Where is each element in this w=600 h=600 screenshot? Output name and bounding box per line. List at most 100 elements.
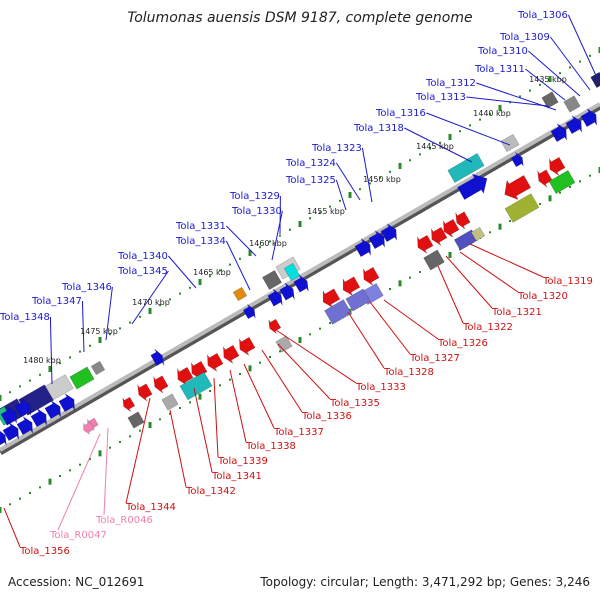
gene-arrow-icon	[268, 318, 282, 334]
minus-gene-label: Tola_1338	[245, 441, 296, 452]
outer-tick-mark	[98, 337, 102, 343]
plus-gene-label: Tola_1310	[477, 46, 528, 57]
gene-arrow-icon	[177, 366, 194, 386]
inner-tick-mark	[129, 435, 131, 438]
outer-tick-mark	[309, 217, 311, 220]
inner-tick-mark	[389, 288, 391, 290]
minus-label-line	[383, 299, 439, 340]
rna-label-line	[57, 433, 101, 531]
plus-gene-label: Tola_1323	[311, 143, 362, 154]
plus-gene-label: Tola_1309	[499, 32, 550, 43]
gene-box-icon	[563, 95, 581, 113]
minus-label-line	[261, 349, 303, 413]
plus-label-line	[105, 286, 113, 341]
gene-arrow-icon	[363, 266, 380, 286]
plus-label-line	[225, 240, 251, 291]
inner-tick-mark	[79, 463, 81, 466]
gene-box-icon	[90, 360, 106, 376]
outer-tick-mark	[409, 159, 411, 162]
kbp-tick-label: 1440 kbp	[473, 109, 511, 118]
minus-label-line	[469, 243, 544, 278]
minus-gene-label: Tola_1335	[329, 398, 380, 409]
outer-tick-mark	[319, 211, 321, 214]
gene-box-icon	[127, 411, 145, 429]
minus-gene-label: Tola_1339	[217, 456, 268, 467]
outer-tick-mark	[489, 112, 491, 115]
outer-tick-mark	[519, 95, 521, 98]
outer-tick-mark	[429, 147, 431, 150]
inner-tick-mark	[69, 469, 71, 472]
gene-box-icon	[500, 133, 520, 153]
inner-tick-mark	[209, 390, 211, 392]
outer-tick-mark	[248, 250, 252, 256]
plus-label-line	[335, 179, 347, 211]
plus-gene-label: Tola_1324	[285, 158, 336, 169]
outer-tick-mark	[39, 373, 41, 376]
outer-tick-mark	[219, 269, 221, 272]
rna-gene-label: Tola_R0047	[49, 530, 107, 541]
plus-gene-label: Tola_1311	[474, 64, 525, 75]
minus-label-line	[275, 329, 357, 384]
plus-gene-label: Tola_1316	[375, 108, 426, 119]
inner-tick-mark	[559, 191, 561, 194]
inner-tick-mark	[0, 507, 2, 513]
outer-tick-mark	[239, 257, 241, 260]
outer-tick-mark	[389, 170, 391, 173]
inner-tick-mark	[259, 361, 261, 364]
outer-tick-mark	[598, 47, 600, 53]
inner-tick-mark	[29, 492, 31, 494]
plus-label-line	[361, 147, 373, 203]
minus-label-line	[437, 265, 464, 324]
topology-text: Topology: circular; Length: 3,471,292 bp…	[259, 575, 590, 589]
inner-tick-mark	[48, 478, 52, 485]
outer-tick-mark	[398, 163, 402, 169]
minus-gene-label: Tola_1328	[383, 367, 434, 378]
gene-arrow-icon	[242, 304, 256, 320]
gene-arrow-icon	[0, 430, 7, 446]
plus-gene-label: Tola_1306	[517, 10, 568, 21]
inner-tick-mark	[498, 223, 502, 230]
plus-label-line	[528, 50, 581, 97]
outer-tick-mark	[139, 315, 141, 318]
inner-tick-mark	[219, 384, 221, 387]
inner-tick-mark	[539, 203, 541, 205]
outer-tick-mark	[479, 118, 481, 121]
rna-gene-label: Tola_R0046	[95, 515, 153, 526]
outer-tick-mark	[279, 234, 281, 237]
outer-tick-mark	[369, 182, 371, 185]
outer-tick-mark	[529, 89, 531, 92]
outer-tick-mark	[69, 356, 71, 359]
minus-label-line	[347, 311, 385, 369]
minus-gene-label: Tola_1337	[273, 427, 324, 438]
outer-tick-mark	[148, 308, 152, 314]
plus-label-line	[81, 300, 85, 353]
plus-gene-label: Tola_1334	[175, 236, 226, 247]
inner-tick-mark	[229, 378, 231, 381]
gene-box-icon	[541, 91, 559, 109]
minus-label-line	[369, 301, 411, 355]
gene-arrow-icon	[223, 344, 240, 364]
inner-tick-mark	[329, 322, 331, 324]
gene-layer	[0, 71, 600, 446]
plus-gene-label: Tola_1318	[353, 123, 404, 134]
outer-tick-mark	[48, 366, 52, 372]
plus-gene-label: Tola_1348	[0, 312, 50, 323]
gene-box-icon	[447, 153, 485, 183]
inner-tick-mark	[579, 180, 581, 183]
gene-arrow-icon	[267, 288, 283, 307]
inner-tick-mark	[269, 356, 271, 358]
gene-box-icon	[470, 226, 486, 242]
plus-gene-label: Tola_1329	[229, 191, 280, 202]
inner-tick-mark	[569, 186, 571, 188]
inner-tick-mark	[309, 333, 311, 336]
inner-tick-mark	[509, 220, 511, 222]
inner-tick-mark	[409, 276, 411, 279]
minus-gene-label: Tola_1321	[491, 307, 542, 318]
gene-arrow-icon	[239, 336, 256, 356]
gene-arrow-icon	[354, 238, 371, 258]
gene-arrow-icon	[457, 173, 488, 200]
inner-tick-mark	[39, 486, 41, 489]
outer-tick-mark	[259, 246, 261, 249]
